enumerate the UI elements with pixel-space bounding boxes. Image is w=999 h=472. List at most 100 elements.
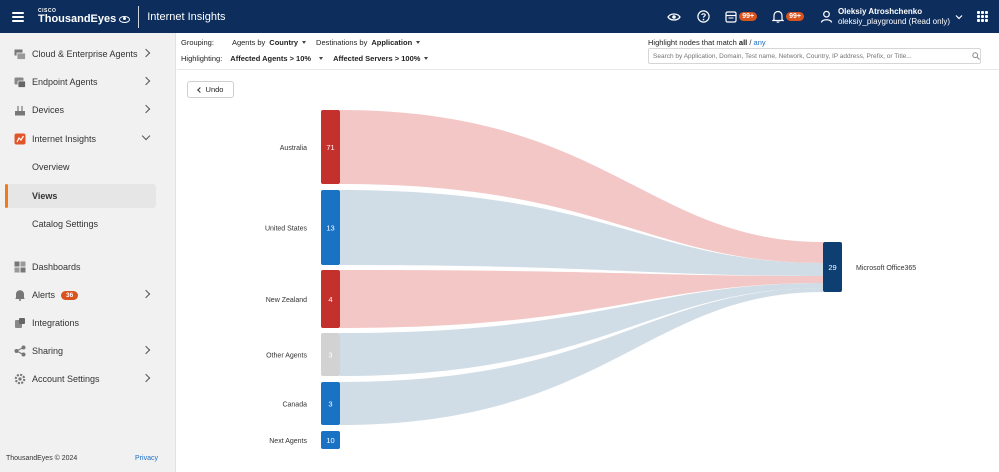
sankey-node-label: New Zealand	[266, 297, 307, 304]
agents-grouping-prefix: Agents by	[231, 38, 266, 47]
undo-label: Undo	[205, 85, 224, 94]
divider	[138, 5, 140, 28]
sidebar-item-label: Cloud & Enterprise Agents	[32, 49, 138, 59]
sankey-node-label: Canada	[282, 402, 307, 409]
reports-badge: 99+	[739, 12, 758, 21]
sidebar-item-label: Endpoint Agents	[32, 77, 98, 87]
sankey-node-value: 13	[326, 224, 334, 233]
sankey-node-microsoft-office365[interactable]	[823, 242, 842, 292]
sankey-flow-canada[interactable]	[340, 288, 823, 425]
help-icon[interactable]	[696, 10, 710, 24]
copyright-text: ThousandEyes © 2024	[6, 455, 78, 462]
highlight-prefix: Highlight nodes that match	[648, 38, 737, 47]
caret-down-icon	[319, 57, 324, 60]
sidebar-item-internet-insights[interactable]: Internet Insights	[0, 125, 176, 153]
main-content: Grouping: Agents by Country Destinations…	[177, 33, 999, 472]
sankey-node-value: 3	[328, 400, 332, 409]
sidebar-item-account-settings[interactable]: Account Settings	[0, 365, 176, 393]
sidebar-item-integrations[interactable]: Integrations	[0, 309, 176, 337]
sankey-node-value: 10	[326, 436, 334, 445]
sankey-node-united-states[interactable]	[321, 190, 340, 265]
app-title: Internet Insights	[147, 10, 226, 23]
sankey-flow-new-zealand[interactable]	[340, 270, 823, 328]
chevron-right-icon	[141, 48, 151, 58]
caret-down-icon	[416, 41, 421, 44]
sankey-node-other-agents[interactable]	[321, 333, 340, 376]
sankey-node-new-zealand[interactable]	[321, 270, 340, 328]
undo-button[interactable]: Undo	[187, 81, 234, 98]
thousandeyes-logo[interactable]: CISCO ThousandEyes	[38, 8, 131, 25]
sidebar-item-cloud-enterprise-agents[interactable]: Cloud & Enterprise Agents	[0, 40, 176, 68]
bell-icon	[772, 10, 785, 23]
sankey-node-value: 71	[326, 143, 334, 152]
sidebar-subitem-catalog-settings[interactable]: Catalog Settings	[32, 219, 99, 229]
notifications-badge: 99+	[786, 12, 804, 21]
highlight-separator: /	[749, 38, 752, 47]
search-input[interactable]	[648, 48, 981, 64]
highlight-match-label: Highlight nodes that match all / any	[648, 38, 766, 47]
affected-agents-value: Affected Agents > 10%	[230, 54, 312, 63]
sidebar-item-label: Devices	[32, 105, 65, 115]
agents-grouping-select[interactable]: Agents by Country	[231, 38, 307, 47]
caret-down-icon	[424, 57, 429, 60]
reports-button[interactable]: 99+	[725, 10, 758, 24]
chevron-right-icon	[141, 373, 151, 383]
apps-grid-icon[interactable]	[977, 11, 988, 22]
reports-icon	[725, 10, 737, 23]
dashboards-icon	[14, 261, 26, 273]
affected-servers-value: Affected Servers > 100%	[333, 54, 421, 63]
sankey-node-label: Australia	[280, 145, 307, 152]
sidebar-item-devices[interactable]: Devices	[0, 96, 176, 124]
sankey-chart: 71 Australia 13 United States 4 New Zealand 3 O…	[265, 110, 916, 449]
top-bar: CISCO ThousandEyes Internet Insights 99+…	[0, 0, 999, 33]
user-menu[interactable]: Oleksiy Atroshchenko oleksiy_playground …	[820, 7, 963, 27]
sidebar-subitem-views[interactable]: Views	[5, 184, 156, 208]
sidebar-subitem-overview[interactable]: Overview	[32, 162, 70, 172]
chevron-down-icon	[141, 131, 151, 141]
sidebar-item-label: Internet Insights	[32, 134, 97, 144]
privacy-link[interactable]: Privacy	[135, 455, 158, 462]
grouping-label: Grouping:	[181, 38, 214, 47]
endpoint-icon	[14, 76, 26, 88]
sankey-node-label: Other Agents	[266, 353, 307, 360]
sankey-target-label: Microsoft Office365	[856, 265, 916, 272]
caret-down-icon	[302, 41, 307, 44]
eye-icon[interactable]	[667, 10, 681, 24]
search-icon	[972, 52, 980, 60]
internet-insights-icon	[14, 133, 26, 145]
share-icon	[14, 345, 26, 357]
destinations-grouping-value: Application	[371, 38, 413, 47]
user-name: Oleksiy Atroshchenko	[837, 6, 923, 16]
sankey-node-next-agents[interactable]	[321, 431, 340, 449]
sidebar-item-label: Integrations	[32, 318, 80, 328]
sidebar-item-dashboards[interactable]: Dashboards	[0, 253, 176, 281]
sankey-node-label: Next Agents	[269, 438, 307, 445]
sidebar-item-sharing[interactable]: Sharing	[0, 337, 176, 365]
notifications-button[interactable]: 99+	[772, 10, 804, 24]
highlight-all-option[interactable]: all	[738, 38, 748, 47]
alerts-count-badge: 36	[61, 290, 79, 300]
hamburger-menu-icon[interactable]	[12, 11, 24, 22]
sidebar-item-label: Sharing	[32, 346, 64, 356]
chevron-right-icon	[141, 76, 151, 86]
gear-icon	[14, 373, 26, 385]
destinations-grouping-select[interactable]: Destinations by Application	[316, 38, 421, 47]
sankey-node-label: United States	[265, 226, 308, 233]
sankey-node-australia[interactable]	[321, 110, 340, 184]
affected-agents-select[interactable]: Affected Agents > 10%	[230, 54, 324, 63]
agents-icon	[14, 48, 26, 60]
sankey-flow-united-states[interactable]	[340, 190, 823, 276]
bell-icon	[14, 289, 26, 301]
sankey-flow-other-agents[interactable]	[340, 283, 823, 376]
sankey-node-value: 3	[328, 351, 332, 360]
sidebar-item-label: Alerts	[32, 290, 56, 300]
sidebar-item-endpoint-agents[interactable]: Endpoint Agents	[0, 68, 176, 96]
sankey-node-canada[interactable]	[321, 382, 340, 425]
sidebar-item-alerts[interactable]: Alerts 36	[0, 281, 176, 309]
highlighting-label: Highlighting:	[181, 54, 223, 63]
user-icon	[820, 10, 833, 23]
sankey-flow-australia[interactable]	[340, 110, 823, 263]
affected-servers-select[interactable]: Affected Servers > 100%	[333, 54, 429, 63]
logo-eye-icon	[119, 15, 131, 23]
highlight-any-option[interactable]: any	[753, 38, 766, 47]
